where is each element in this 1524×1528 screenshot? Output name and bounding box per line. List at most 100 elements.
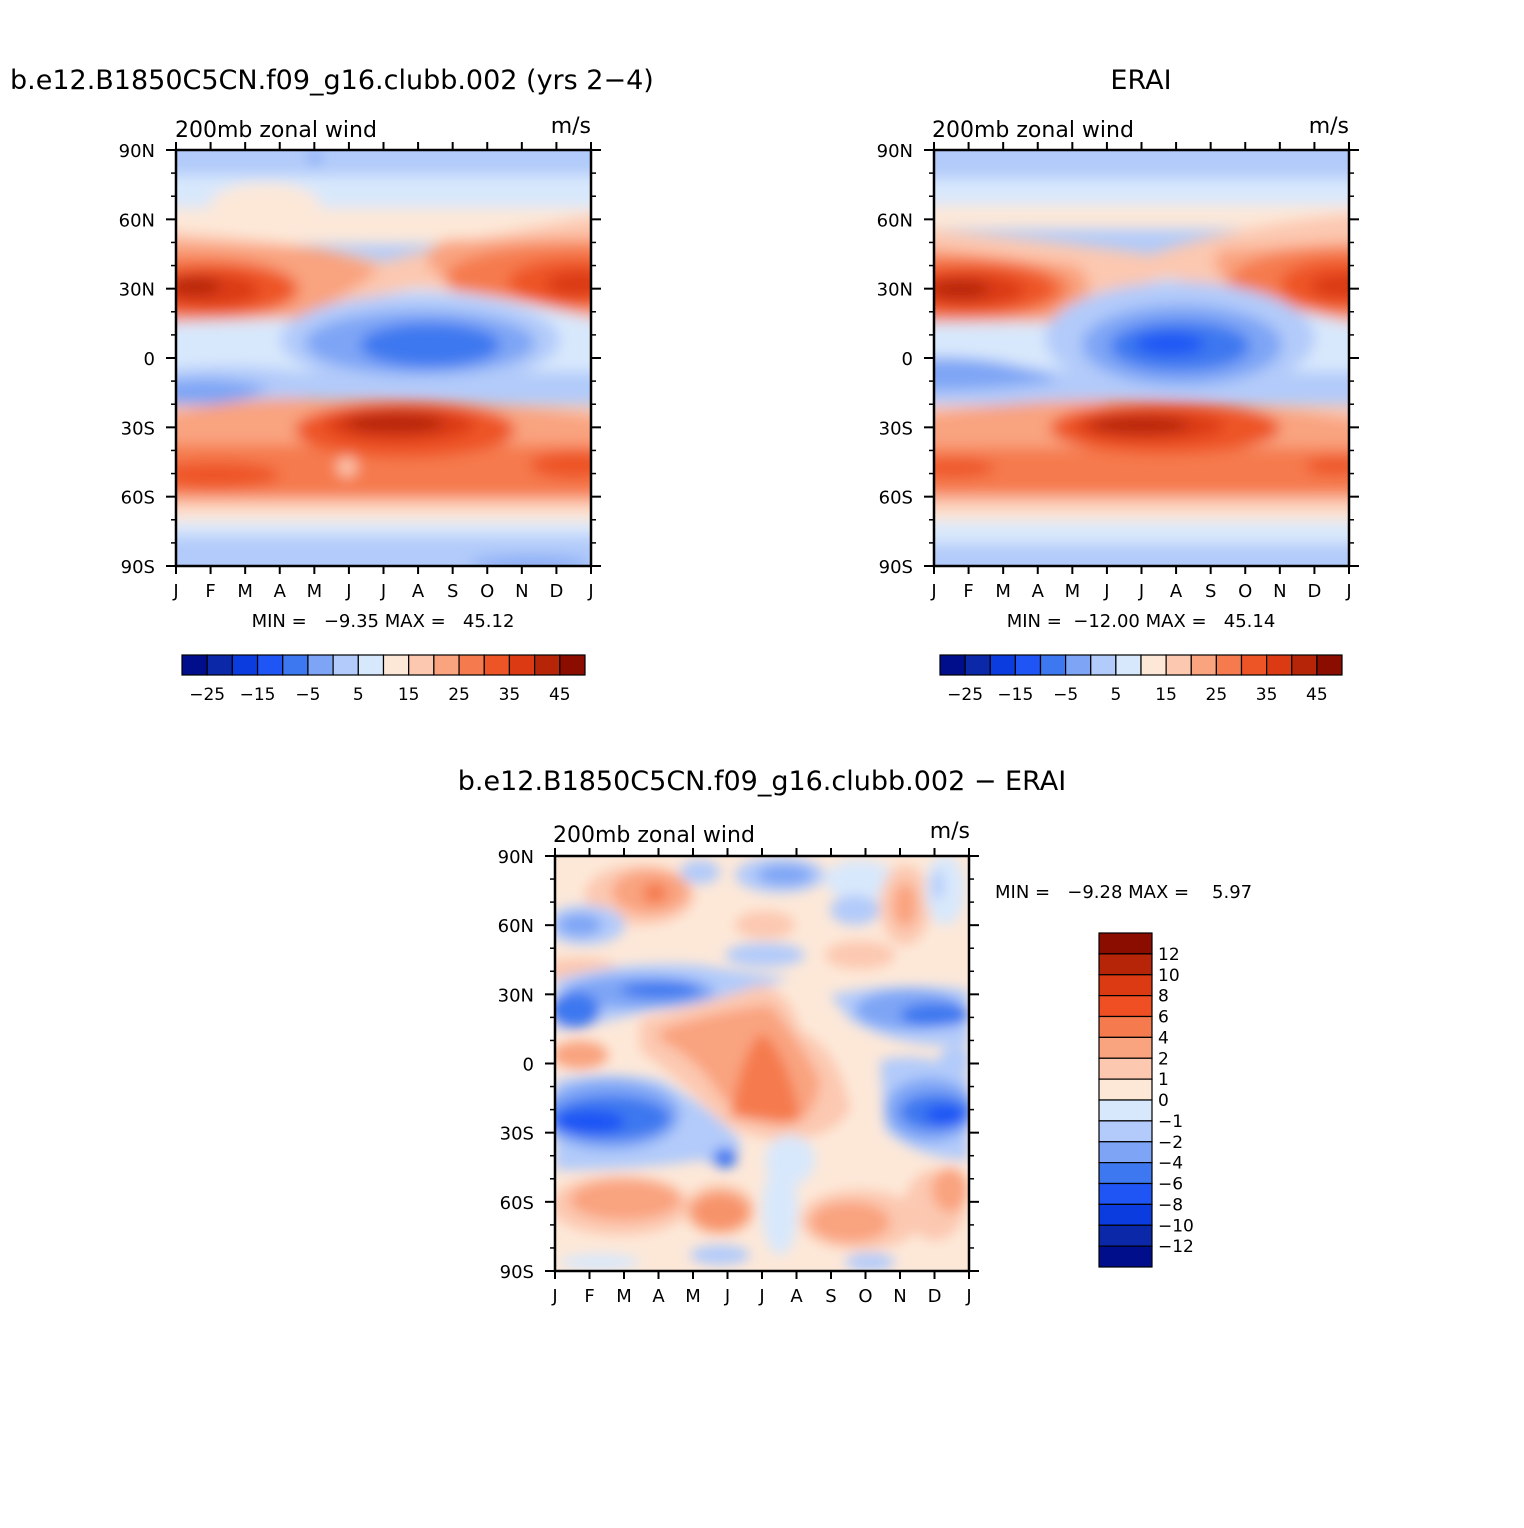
x-tick-label: J bbox=[724, 1286, 730, 1307]
colorbar-swatch bbox=[1098, 974, 1153, 997]
colorbar-swatch bbox=[1098, 1099, 1153, 1122]
x-tick-label: A bbox=[1170, 581, 1183, 602]
x-tick-label: F bbox=[205, 581, 215, 602]
colorbar-swatch bbox=[1098, 1078, 1153, 1101]
panel-difference: b.e12.B1850C5CN.f09_g16.clubb.002 − ERAI… bbox=[458, 766, 1252, 1307]
panel-units: m/s bbox=[551, 114, 591, 139]
colorbar-swatch bbox=[1065, 654, 1092, 676]
x-tick-label: D bbox=[549, 581, 563, 602]
colorbar-swatch bbox=[1098, 995, 1153, 1018]
colorbar-label: −6 bbox=[1158, 1175, 1183, 1195]
colorbar-swatch bbox=[1098, 1203, 1153, 1226]
x-tick-label: J bbox=[551, 1286, 557, 1307]
colorbar-label: −15 bbox=[997, 685, 1033, 705]
y-tick-label: 30N bbox=[877, 280, 913, 301]
x-tick-label: A bbox=[412, 581, 425, 602]
x-tick-label: J bbox=[1138, 581, 1144, 602]
x-tick-label: M bbox=[1065, 581, 1081, 602]
x-tick-label: A bbox=[652, 1286, 665, 1307]
colorbar-label: −5 bbox=[1053, 685, 1078, 705]
colorbar-swatch bbox=[1090, 654, 1117, 676]
colorbar-swatch bbox=[1098, 1120, 1153, 1143]
colorbar-swatch bbox=[1316, 654, 1343, 676]
minmax-label: MIN = −9.28 MAX = 5.97 bbox=[995, 882, 1252, 903]
colorbar-swatch bbox=[1098, 953, 1153, 976]
colorbar-swatch bbox=[408, 654, 435, 676]
x-tick-label: A bbox=[274, 581, 287, 602]
colorbar-label: 0 bbox=[1158, 1091, 1169, 1111]
y-tick-label: 0 bbox=[144, 349, 155, 370]
colorbar-label: 12 bbox=[1158, 945, 1180, 965]
colorbar-label: −4 bbox=[1158, 1154, 1183, 1174]
y-tick-label: 60N bbox=[119, 210, 155, 231]
contour-field bbox=[555, 856, 969, 1271]
colorbar-swatch bbox=[181, 654, 208, 676]
y-tick-label: 90N bbox=[498, 847, 534, 868]
colorbar-label: 4 bbox=[1158, 1028, 1169, 1048]
colorbar-swatch bbox=[1014, 654, 1042, 676]
contour-field bbox=[934, 150, 1349, 566]
colorbar-swatch bbox=[282, 654, 309, 676]
y-tick-label: 60S bbox=[121, 488, 155, 509]
colorbar-label: −2 bbox=[1158, 1133, 1183, 1153]
panel-subtitle: 200mb zonal wind bbox=[175, 118, 377, 143]
colorbar-label: −5 bbox=[295, 685, 320, 705]
colorbar-label: 45 bbox=[1306, 685, 1328, 705]
colorbar-swatch bbox=[458, 654, 485, 676]
y-tick-label: 30S bbox=[879, 418, 913, 439]
colorbar-label: 2 bbox=[1158, 1049, 1169, 1069]
x-tick-label: M bbox=[995, 581, 1011, 602]
x-tick-label: N bbox=[893, 1286, 906, 1307]
colorbar-swatch bbox=[433, 654, 460, 676]
colorbar-label: 35 bbox=[499, 685, 521, 705]
y-tick-label: 60S bbox=[879, 488, 913, 509]
colorbar-label: −10 bbox=[1158, 1216, 1194, 1236]
y-tick-label: 60S bbox=[500, 1193, 534, 1214]
colorbar-label: 8 bbox=[1158, 987, 1169, 1007]
x-tick-label: J bbox=[587, 581, 593, 602]
colorbar-label: 35 bbox=[1256, 685, 1278, 705]
x-tick-label: J bbox=[965, 1286, 971, 1307]
colorbar-swatch bbox=[1240, 654, 1268, 676]
panel-subtitle: 200mb zonal wind bbox=[932, 118, 1134, 143]
colorbar-swatch bbox=[1190, 654, 1217, 676]
colorbar: −25 −15 −5 5 15 25 35 45 bbox=[939, 654, 1343, 705]
colorbar-swatch bbox=[964, 654, 991, 676]
colorbar-label: −12 bbox=[1158, 1237, 1194, 1257]
x-tick-label: J bbox=[172, 581, 178, 602]
y-tick-label: 90N bbox=[877, 141, 913, 162]
colorbar-label: −1 bbox=[1158, 1112, 1183, 1132]
y-tick-label: 60N bbox=[877, 210, 913, 231]
panel-erai: ERAI 200mb zonal wind m/s bbox=[877, 65, 1359, 705]
colorbar-swatch bbox=[256, 654, 284, 676]
colorbar-swatch bbox=[382, 654, 410, 676]
colorbar-swatch bbox=[1039, 654, 1067, 676]
y-tick-label: 30S bbox=[121, 418, 155, 439]
colorbar-swatch bbox=[989, 654, 1016, 676]
x-tick-label: A bbox=[790, 1286, 803, 1307]
colorbar-label: 5 bbox=[1110, 685, 1121, 705]
minmax-label: MIN = −12.00 MAX = 45.14 bbox=[1007, 611, 1276, 632]
x-tick-label: J bbox=[758, 1286, 764, 1307]
x-tick-label: J bbox=[1103, 581, 1109, 602]
contour-field bbox=[176, 150, 591, 566]
x-tick-label: F bbox=[963, 581, 973, 602]
colorbar-swatch bbox=[1140, 654, 1167, 676]
colorbar-swatch bbox=[1115, 654, 1142, 676]
colorbar-label: −8 bbox=[1158, 1195, 1183, 1215]
panel-title: b.e12.B1850C5CN.f09_g16.clubb.002 − ERAI bbox=[458, 766, 1066, 797]
colorbar-swatch bbox=[1266, 654, 1293, 676]
minmax-label: MIN = −9.35 MAX = 45.12 bbox=[252, 611, 515, 632]
panel-title: b.e12.B1850C5CN.f09_g16.clubb.002 (yrs 2… bbox=[10, 65, 654, 96]
x-tick-label: D bbox=[928, 1286, 942, 1307]
y-tick-label: 60N bbox=[498, 916, 534, 937]
x-tick-label: J bbox=[1345, 581, 1351, 602]
x-tick-label: J bbox=[930, 581, 936, 602]
colorbar-swatch bbox=[1098, 1015, 1153, 1038]
y-tick-label: 90S bbox=[121, 557, 155, 578]
x-tick-label: A bbox=[1032, 581, 1045, 602]
colorbar-swatch bbox=[559, 654, 586, 676]
y-tick-label: 0 bbox=[523, 1055, 534, 1076]
